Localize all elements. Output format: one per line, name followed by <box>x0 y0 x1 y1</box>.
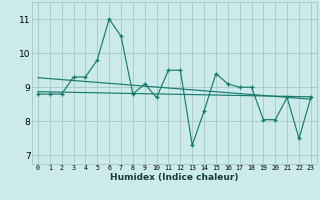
X-axis label: Humidex (Indice chaleur): Humidex (Indice chaleur) <box>110 173 239 182</box>
